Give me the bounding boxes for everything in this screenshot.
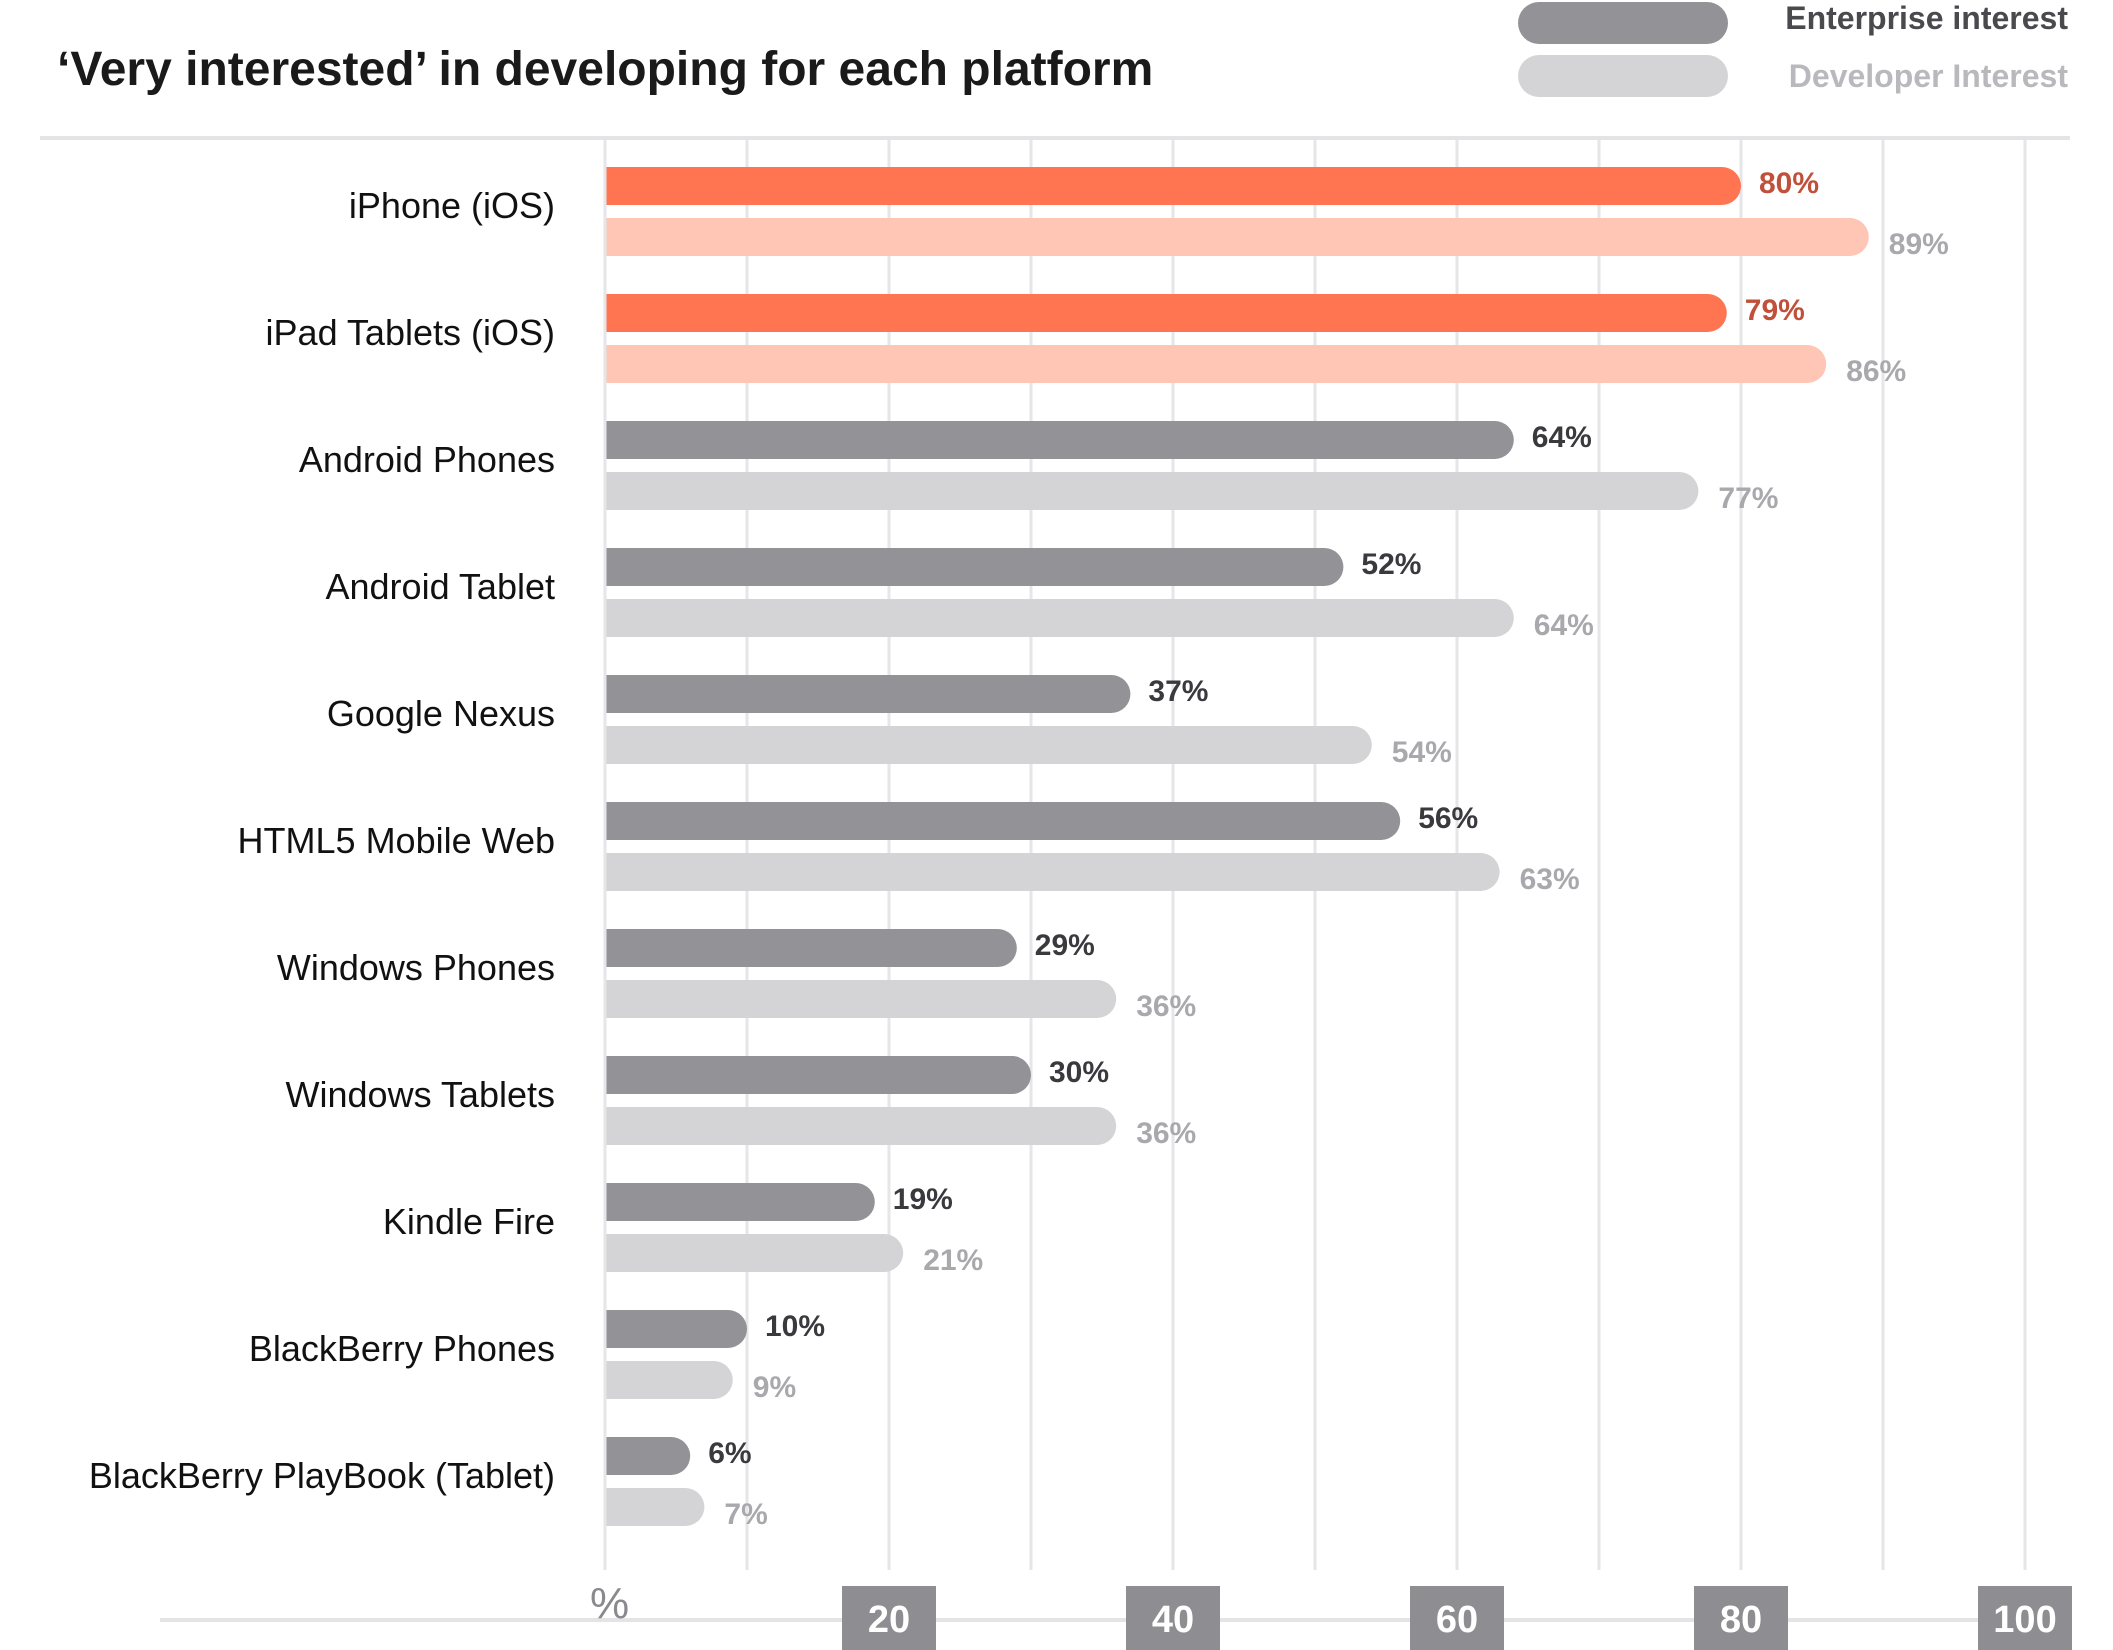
x-axis: % 20 40 60 80 100 — [590, 1579, 2072, 1650]
bar-developer — [585, 599, 1514, 637]
value-label-developer: 63% — [1520, 863, 1580, 896]
x-tick-label: 60 — [1436, 1599, 1478, 1641]
category-label: BlackBerry Phones — [249, 1328, 555, 1369]
bar-enterprise — [585, 1310, 747, 1348]
category-label: Google Nexus — [327, 693, 555, 734]
x-tick-label: 100 — [1993, 1599, 2056, 1641]
x-tick-box — [1978, 1586, 2072, 1650]
value-label-enterprise: 6% — [708, 1437, 751, 1470]
bar-enterprise — [585, 421, 1514, 459]
category-label: Android Tablet — [326, 566, 556, 607]
value-label-developer: 77% — [1718, 482, 1778, 515]
bar-enterprise — [585, 167, 1741, 205]
category-label: iPad Tablets (iOS) — [266, 312, 555, 353]
bar-developer — [585, 345, 1827, 383]
x-tick-label: 20 — [868, 1599, 910, 1641]
axis-mask — [583, 140, 605, 1570]
value-label-enterprise: 56% — [1418, 802, 1478, 835]
value-label-developer: 36% — [1136, 990, 1196, 1023]
x-tick-box — [1410, 1586, 1504, 1650]
value-label-enterprise: 80% — [1759, 167, 1819, 200]
bar-developer — [585, 1234, 904, 1272]
bar-developer — [585, 1488, 705, 1526]
bar-developer — [585, 726, 1372, 764]
value-label-enterprise: 52% — [1361, 548, 1421, 581]
category-labels: iPhone (iOS) iPad Tablets (iOS) Android Ph… — [89, 185, 555, 1496]
legend-swatch-developer — [1518, 55, 1728, 97]
category-label: Android Phones — [299, 439, 555, 480]
x-tick-label: 40 — [1152, 1599, 1194, 1641]
bar-enterprise — [585, 294, 1727, 332]
value-label-developer: 64% — [1534, 609, 1594, 642]
value-label-enterprise: 29% — [1035, 929, 1095, 962]
legend-label-enterprise: Enterprise interest — [1785, 0, 2068, 36]
value-label-developer: 21% — [923, 1244, 983, 1277]
value-label-enterprise: 30% — [1049, 1056, 1109, 1089]
x-tick-box — [1126, 1586, 1220, 1650]
value-label-developer: 89% — [1889, 228, 1949, 261]
value-label-developer: 9% — [753, 1371, 796, 1404]
value-label-enterprise: 64% — [1532, 421, 1592, 454]
category-label: iPhone (iOS) — [349, 185, 555, 226]
bar-enterprise — [585, 1183, 875, 1221]
bar-enterprise — [585, 675, 1131, 713]
category-label: HTML5 Mobile Web — [238, 820, 555, 861]
bar-enterprise — [585, 929, 1017, 967]
bar-developer — [585, 472, 1699, 510]
legend: Enterprise interest Developer Interest — [1518, 0, 2068, 97]
bar-developer — [585, 1107, 1117, 1145]
bar-developer — [585, 980, 1117, 1018]
category-label: Windows Tablets — [286, 1074, 555, 1115]
chart-title: ‘Very interested’ in developing for each… — [57, 43, 1153, 96]
category-label: BlackBerry PlayBook (Tablet) — [89, 1455, 555, 1496]
value-label-developer: 7% — [724, 1498, 767, 1531]
bar-enterprise — [585, 1056, 1031, 1094]
bar-developer — [585, 218, 1869, 256]
bar-enterprise — [585, 802, 1401, 840]
bar-enterprise — [585, 1437, 691, 1475]
value-label-developer: 86% — [1846, 355, 1906, 388]
x-tick-box — [1694, 1586, 1788, 1650]
legend-label-developer: Developer Interest — [1789, 58, 2069, 94]
bar-developer — [585, 1361, 733, 1399]
x-axis-unit: % — [590, 1579, 629, 1628]
bar-developer — [585, 853, 1500, 891]
value-label-developer: 54% — [1392, 736, 1452, 769]
x-tick-box — [842, 1586, 936, 1650]
value-label-enterprise: 10% — [765, 1310, 825, 1343]
legend-swatch-enterprise — [1518, 2, 1728, 44]
bar-enterprise — [585, 548, 1344, 586]
category-label: Kindle Fire — [383, 1201, 555, 1242]
category-label: Windows Phones — [277, 947, 555, 988]
value-label-enterprise: 79% — [1745, 294, 1805, 327]
value-label-enterprise: 37% — [1148, 675, 1208, 708]
value-label-developer: 36% — [1136, 1117, 1196, 1150]
x-tick-label: 80 — [1720, 1599, 1762, 1641]
bars: 80% 89% 79% 86% 64% 77% 52% 64% 37% 54% 56% 63% 29% 3… — [583, 140, 1949, 1570]
value-label-enterprise: 19% — [893, 1183, 953, 1216]
